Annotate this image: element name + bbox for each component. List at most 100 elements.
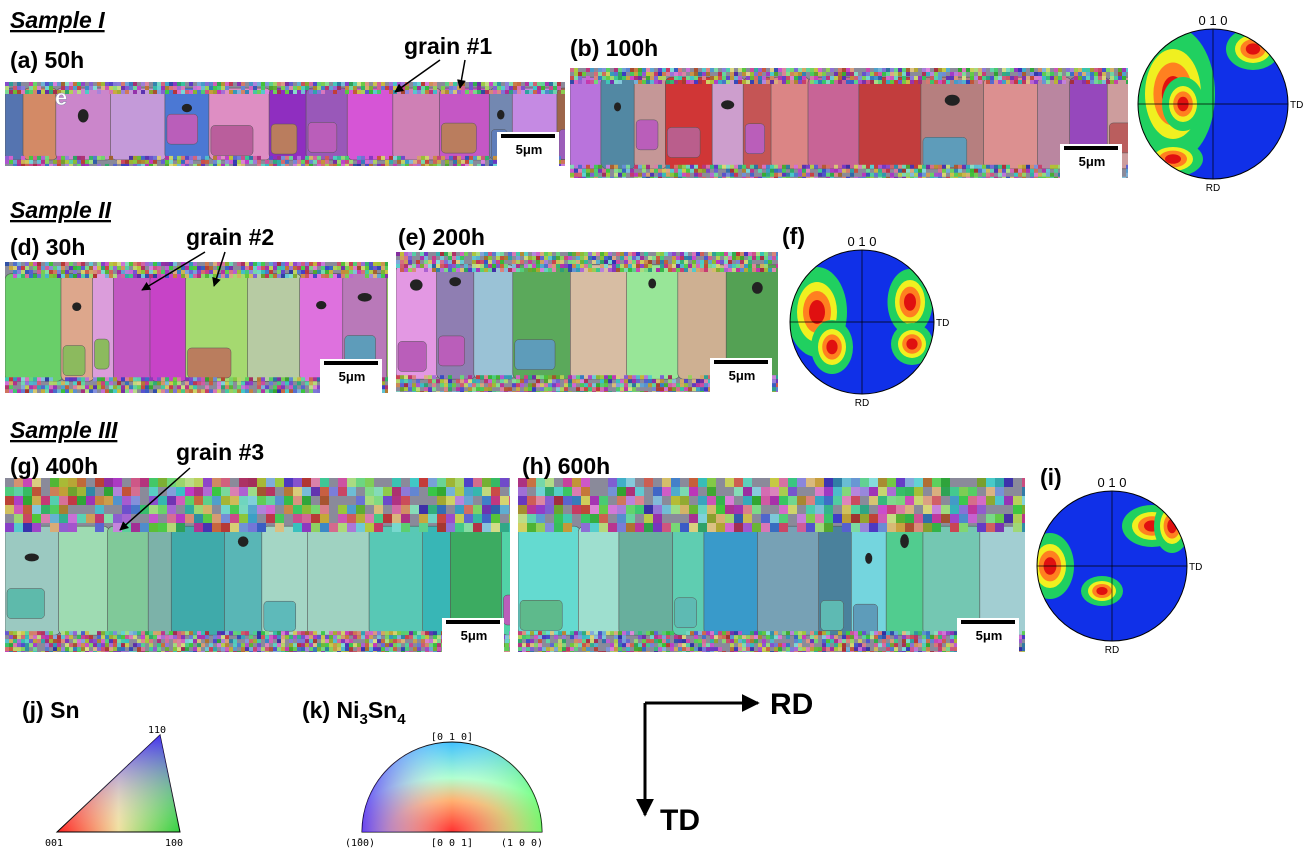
- speckle: [774, 631, 778, 635]
- scale-bar: [501, 134, 555, 138]
- speckle: [81, 270, 85, 274]
- speckle: [113, 643, 117, 647]
- speckle: [516, 383, 520, 387]
- speckle: [686, 169, 690, 173]
- grain: [520, 600, 562, 630]
- speckle: [606, 72, 610, 76]
- speckle: [656, 260, 660, 264]
- speckle: [902, 631, 906, 635]
- speckle: [237, 270, 241, 274]
- speckle: [181, 82, 185, 86]
- speckle: [401, 635, 405, 639]
- speckle: [189, 643, 193, 647]
- speckle: [786, 80, 790, 84]
- speckle: [846, 72, 850, 76]
- speckle: [176, 514, 185, 523]
- speckle: [97, 266, 101, 270]
- speckle: [754, 635, 758, 639]
- speckle: [469, 90, 473, 94]
- speckle: [696, 260, 700, 264]
- speckle: [644, 383, 648, 387]
- speckle: [648, 260, 652, 264]
- speckle: [588, 383, 592, 387]
- speckle: [734, 647, 738, 651]
- speckle: [212, 514, 221, 523]
- speckle: [361, 82, 365, 86]
- speckle: [269, 274, 273, 278]
- speckle: [89, 270, 93, 274]
- speckle: [730, 651, 734, 655]
- speckle: [536, 478, 545, 487]
- speckle: [275, 478, 284, 487]
- speckle: [958, 169, 962, 173]
- speckle: [212, 496, 221, 505]
- speckle: [824, 505, 833, 514]
- grain: [5, 88, 25, 160]
- speckle: [622, 631, 626, 635]
- speckle: [656, 379, 660, 383]
- speckle: [104, 478, 113, 487]
- speckle: [209, 270, 213, 274]
- speckle: [161, 262, 165, 266]
- speckle: [642, 177, 646, 181]
- speckle: [770, 523, 779, 532]
- speckle: [185, 160, 189, 164]
- speckle: [708, 256, 712, 260]
- speckle: [588, 387, 592, 391]
- speckle: [285, 86, 289, 90]
- speckle: [846, 631, 850, 635]
- speckle: [476, 379, 480, 383]
- speckle: [590, 639, 594, 643]
- speckle: [602, 631, 606, 635]
- speckle: [361, 631, 365, 635]
- speckle: [528, 375, 532, 379]
- tick-label: [0 1 0]: [431, 732, 473, 743]
- speckle: [1014, 80, 1018, 84]
- speckle: [902, 72, 906, 76]
- speckle: [57, 160, 61, 164]
- speckle: [29, 377, 33, 381]
- speckle: [113, 266, 117, 270]
- speckle: [906, 165, 910, 169]
- speckle: [465, 90, 469, 94]
- speckle: [548, 264, 552, 268]
- speckle: [97, 647, 101, 651]
- speckle: [203, 514, 212, 523]
- speckle: [850, 631, 854, 635]
- speckle: [269, 82, 273, 86]
- speckle: [9, 90, 13, 94]
- speckle: [886, 651, 890, 655]
- speckle: [1030, 169, 1034, 173]
- speckle: [205, 156, 209, 160]
- speckle: [902, 651, 906, 655]
- speckle: [17, 270, 21, 274]
- speckle: [45, 82, 49, 86]
- speckle: [786, 177, 790, 181]
- speckle: [29, 389, 33, 393]
- speckle: [432, 375, 436, 379]
- speckle: [209, 643, 213, 647]
- speckle: [275, 496, 284, 505]
- speckle: [545, 505, 554, 514]
- speckle: [333, 635, 337, 639]
- speckle: [504, 256, 508, 260]
- marker-e: e: [55, 85, 67, 110]
- speckle: [329, 523, 338, 532]
- speckle: [177, 647, 181, 651]
- speckle: [628, 375, 632, 379]
- speckle: [129, 651, 133, 655]
- grain: [188, 348, 231, 378]
- speckle: [77, 651, 81, 655]
- speckle: [527, 514, 536, 523]
- speckle: [317, 635, 321, 639]
- speckle: [761, 487, 770, 496]
- speckle: [672, 252, 676, 256]
- speckle: [776, 256, 780, 260]
- speckle: [257, 156, 261, 160]
- speckle: [990, 80, 994, 84]
- speckle: [986, 478, 995, 487]
- speckle: [528, 264, 532, 268]
- speckle: [341, 156, 345, 160]
- speckle: [145, 86, 149, 90]
- speckle: [986, 514, 995, 523]
